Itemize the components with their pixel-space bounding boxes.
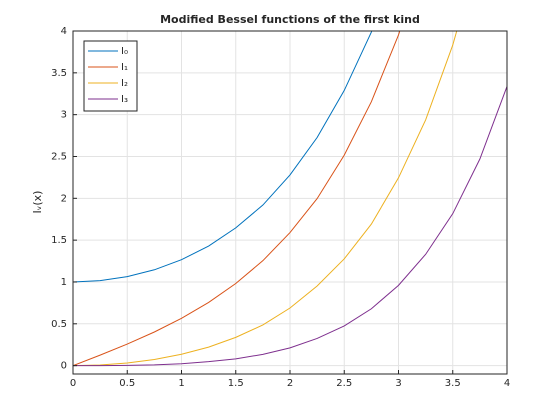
x-tick-label: 2 — [287, 378, 293, 389]
legend-label: I₁ — [121, 62, 128, 73]
x-tick-label: 0 — [70, 378, 76, 389]
series-line — [73, 31, 401, 367]
x-tick-label: 0.5 — [119, 378, 135, 389]
series-line — [73, 31, 373, 283]
x-tick-label: 4 — [504, 378, 510, 389]
y-tick-label: 0 — [61, 361, 67, 372]
x-tick-label: 1 — [178, 378, 184, 389]
x-tick-label: 1.5 — [228, 378, 244, 389]
y-tick-label: 2.5 — [51, 151, 67, 162]
y-tick-label: 1.5 — [51, 235, 67, 246]
y-tick-label: 3 — [61, 110, 67, 121]
series-line — [73, 86, 507, 367]
y-tick-label: 3.5 — [51, 68, 67, 79]
y-tick-label: 4 — [61, 26, 67, 37]
legend-label: I₃ — [121, 94, 128, 105]
y-tick-label: 0.5 — [51, 319, 67, 330]
x-tick-label: 3 — [395, 378, 401, 389]
y-tick-label: 2 — [61, 193, 67, 204]
legend-label: I₂ — [121, 78, 128, 89]
legend-label: I₀ — [121, 46, 128, 57]
chart-title: Modified Bessel functions of the first k… — [160, 13, 420, 26]
y-tick-label: 1 — [61, 277, 67, 288]
series-line — [73, 31, 458, 367]
x-tick-label: 3.5 — [445, 378, 461, 389]
x-tick-label: 2.5 — [336, 378, 352, 389]
y-axis-label: Iᵥ(x) — [31, 191, 44, 214]
